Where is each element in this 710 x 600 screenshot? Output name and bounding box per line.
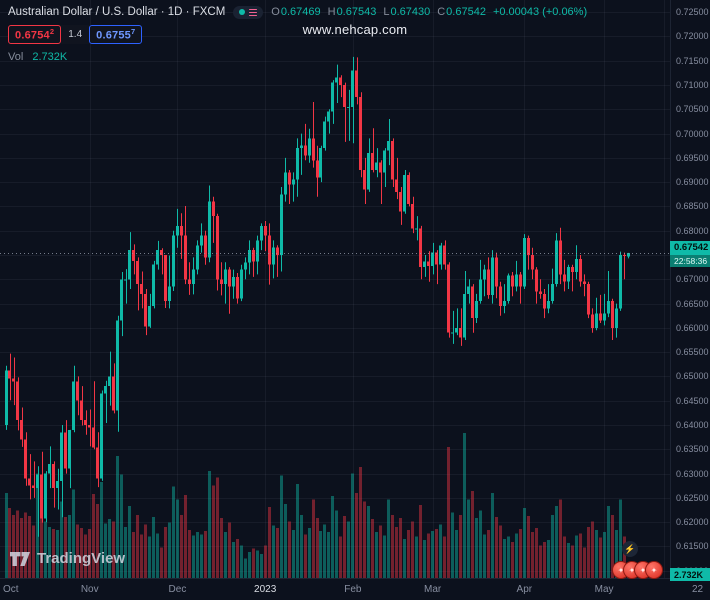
- tradingview-logo-icon: [10, 551, 30, 566]
- buy-sell-panel: 0.67542 1.4 0.67557: [8, 24, 143, 45]
- volume-indicator-row: Vol 2.732K: [8, 51, 587, 63]
- price-tick-label: 0.65000: [676, 371, 709, 382]
- sell-button[interactable]: 0.67542: [8, 24, 62, 45]
- price-tick-label: 0.66000: [676, 322, 709, 333]
- watermark: www.nehcap.com: [302, 22, 408, 37]
- price-tick-label: 0.62500: [676, 492, 709, 503]
- price-tick-label: 0.72000: [676, 31, 709, 42]
- low-value: 0.67430: [390, 6, 431, 19]
- time-tick-label: Dec: [168, 584, 187, 595]
- price-tick-label: 0.69000: [676, 177, 709, 188]
- time-tick-label: Feb: [344, 584, 362, 595]
- time-tick-label: Apr: [516, 584, 533, 595]
- tradingview-logo[interactable]: TradingView: [10, 550, 125, 567]
- last-price-label: 0.67542 22:58:36: [670, 240, 710, 268]
- bar-countdown: 22:58:36: [670, 254, 710, 268]
- price-tick-label: 0.71500: [676, 55, 709, 66]
- market-open-dot-icon: [239, 9, 246, 16]
- candlestick-series: [5, 56, 630, 537]
- price-tick-label: 0.64000: [676, 420, 709, 430]
- legend: Australian Dollar / U.S. Dollar · 1D · F…: [8, 6, 587, 63]
- overlay-icons: ⚡ ✦ ✦ ✦ ✦: [612, 541, 668, 579]
- symbol-title[interactable]: Australian Dollar / U.S. Dollar · 1D · F…: [8, 6, 226, 19]
- symbol-row: Australian Dollar / U.S. Dollar · 1D · F…: [8, 6, 587, 19]
- tradingview-logo-text: TradingView: [37, 550, 126, 567]
- time-tick-label: Nov: [80, 584, 99, 595]
- reaction-icon[interactable]: ✦: [645, 561, 663, 579]
- price-tick-label: 0.66500: [676, 298, 709, 309]
- price-tick-label: 0.65500: [676, 347, 709, 358]
- open-value: 0.67469: [280, 6, 321, 19]
- time-tick-label: May: [594, 584, 614, 595]
- price-tick-label: 0.71000: [676, 80, 709, 90]
- market-status-pill[interactable]: [233, 6, 264, 19]
- time-tick-label-far: 22: [692, 584, 704, 595]
- price-tick-label: 0.63000: [676, 468, 709, 479]
- price-tick-label: 0.68000: [676, 225, 709, 236]
- boost-icon[interactable]: ⚡: [622, 541, 638, 557]
- volume-axis-label: 2.732K: [670, 568, 710, 581]
- price-scale[interactable]: 0.72500 0.72000 0.71500 0.71000 0.70500 0.700…: [670, 0, 710, 578]
- time-scale[interactable]: 22 Oct Nov Dec 2023 Feb Mar Apr May: [0, 578, 710, 600]
- time-tick-label: 2023: [254, 584, 277, 595]
- volume-series: [5, 433, 630, 578]
- spread-value: 1.4: [68, 28, 83, 40]
- ohlc-values: O0.67469 H0.67543 L0.67430 C0.67542 +0.0…: [271, 6, 588, 19]
- price-tick-label: 0.64500: [676, 395, 709, 406]
- close-value: 0.67542: [446, 6, 486, 19]
- buy-button[interactable]: 0.67557: [89, 24, 143, 45]
- high-value: 0.67543: [336, 6, 377, 19]
- price-chart-pane[interactable]: [0, 0, 670, 578]
- price-tick-label: 0.70000: [676, 128, 709, 139]
- price-tick-label: 0.69500: [676, 152, 709, 163]
- time-tick-label: Oct: [3, 584, 19, 595]
- data-window-icon: [249, 8, 258, 16]
- volume-indicator-label[interactable]: Vol: [8, 51, 24, 64]
- grid-layer: [0, 0, 670, 578]
- price-tick-label: 0.63500: [676, 444, 709, 455]
- price-tick-label: 0.67000: [676, 274, 709, 285]
- price-tick-label: 0.72500: [676, 7, 709, 18]
- price-tick-label: 0.61500: [676, 541, 709, 552]
- price-tick-label: 0.62000: [676, 517, 709, 528]
- change-value: +0.00043 (+0.06%): [492, 6, 588, 19]
- time-tick-label: Mar: [424, 584, 442, 595]
- volume-indicator-value: 2.732K: [32, 51, 68, 64]
- last-price-value: 0.67542: [670, 240, 710, 255]
- price-tick-label: 0.70500: [676, 104, 709, 115]
- price-tick-label: 0.68500: [676, 201, 709, 212]
